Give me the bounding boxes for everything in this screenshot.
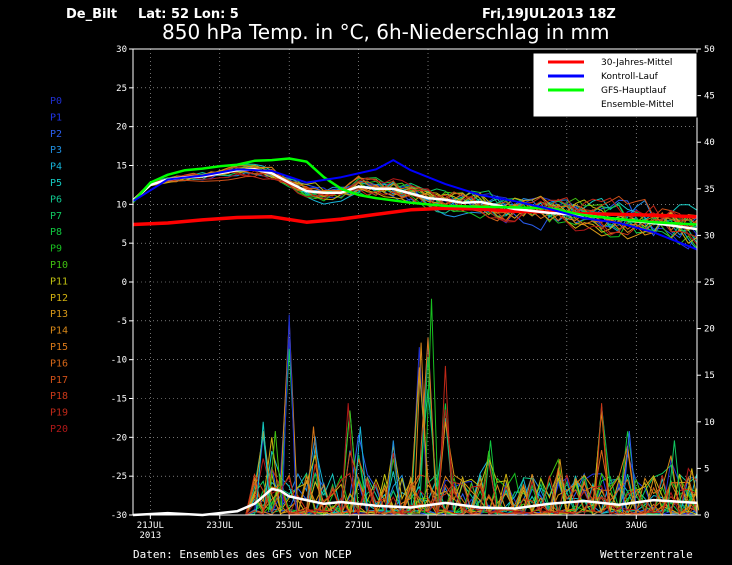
- x-tick-label: 27JUL: [345, 521, 372, 531]
- left-tick-label: -30: [111, 511, 127, 521]
- member-temp-line: [132, 166, 698, 236]
- member-temp-line: [132, 171, 698, 228]
- precip-peak-line: [424, 298, 439, 513]
- series-line: [132, 157, 698, 226]
- precip-peak-line: [352, 426, 368, 513]
- precip-peak-line: [684, 468, 700, 513]
- precip-peak-line: [340, 403, 356, 513]
- x-tick-label: 21JUL: [137, 521, 164, 531]
- station-name: De_Bilt: [66, 7, 117, 22]
- left-tick-label: 15: [116, 162, 127, 172]
- right-tick-label: 50: [704, 45, 715, 55]
- member-label: P9: [50, 244, 62, 255]
- x-tick-label: 25JUL: [276, 521, 303, 531]
- left-tick-label: -25: [111, 472, 127, 482]
- precip-peak-line: [594, 403, 609, 513]
- series-line: [132, 487, 698, 517]
- member-label: P8: [50, 227, 62, 238]
- precip-peak-line: [552, 459, 568, 513]
- data-source: Daten: Ensembles des GFS von NCEP: [133, 548, 352, 561]
- member-label: P20: [50, 424, 68, 435]
- legend-label: Kontroll-Lauf: [601, 72, 659, 82]
- precip-peak-line: [267, 431, 283, 513]
- left-tick-label: -5: [116, 317, 127, 327]
- member-label: P17: [50, 375, 68, 386]
- series-line: [132, 159, 698, 251]
- left-tick-label: -10: [111, 356, 127, 366]
- brand-name: Wetterzentrale: [600, 548, 693, 561]
- right-y-axis: 0 5 10 15 20 25 30 35 40 45 50: [697, 45, 715, 521]
- member-label: P15: [50, 342, 68, 353]
- left-tick-label: -20: [111, 433, 127, 443]
- precip-peak-line: [437, 365, 453, 513]
- x-tick-label: 3AUG: [625, 521, 647, 531]
- legend-label: GFS-Hauptlauf: [601, 86, 667, 96]
- member-label: P11: [50, 276, 68, 287]
- left-y-axis: -30 -25 -20 -15 -10 -5 0 5 10 15 20 25 30: [111, 45, 133, 521]
- member-label: P10: [50, 260, 68, 271]
- x-tick-sublabel: 2013: [140, 531, 162, 541]
- left-tick-label: 10: [116, 200, 127, 210]
- precip-peak-line: [413, 342, 429, 513]
- legend-box: [532, 52, 698, 118]
- member-label: P0: [50, 96, 62, 107]
- precip-peak-line: [255, 421, 271, 513]
- left-tick-label: 20: [116, 123, 127, 133]
- x-tick-label: 23JUL: [206, 521, 233, 531]
- x-tick-label: 29JUL: [414, 521, 441, 531]
- right-tick-label: 15: [704, 371, 715, 381]
- left-tick-label: 25: [116, 84, 127, 94]
- member-label: P12: [50, 293, 68, 304]
- precip-peak-line: [483, 440, 498, 513]
- chart-title: 850 hPa Temp. in °C, 6h-Niederschlag in …: [162, 20, 609, 44]
- left-tick-label: 30: [116, 45, 127, 55]
- series-line: [132, 206, 698, 227]
- member-label: P14: [50, 326, 68, 337]
- member-label: P7: [50, 211, 62, 222]
- member-temp-line: [132, 170, 698, 245]
- member-label: P6: [50, 194, 62, 205]
- precip-peak-line: [306, 426, 321, 513]
- right-tick-label: 0: [704, 511, 709, 521]
- left-tick-label: 0: [122, 278, 127, 288]
- precip-peak-line: [281, 314, 297, 513]
- member-label: P4: [50, 162, 62, 173]
- ensemble-member-list: P0 P1 P2 P3 P4 P5 P6 P7 P8 P9 P10 P11 P12 P13 P14 P15 P1…: [50, 96, 68, 435]
- precip-peak-line: [667, 440, 682, 513]
- member-label: P18: [50, 391, 68, 402]
- left-tick-label: 5: [122, 239, 127, 249]
- run-datetime: Fri,19JUL2013 18Z: [482, 7, 616, 22]
- lat-lon: Lat: 52 Lon: 5: [138, 7, 239, 22]
- right-tick-label: 45: [704, 92, 715, 102]
- right-tick-label: 35: [704, 185, 715, 195]
- member-label: P3: [50, 145, 62, 156]
- member-label: P2: [50, 129, 62, 140]
- plot-series: [132, 157, 700, 517]
- legend: 30-Jahres-Mittel Kontroll-Lauf GFS-Hauptla…: [532, 52, 698, 118]
- right-tick-label: 40: [704, 138, 715, 148]
- right-tick-label: 10: [704, 418, 715, 428]
- right-tick-label: 30: [704, 231, 715, 241]
- legend-label: Ensemble-Mittel: [601, 100, 674, 110]
- legend-label: 30-Jahres-Mittel: [601, 58, 672, 68]
- member-label: P13: [50, 309, 68, 320]
- precip-peak-line: [621, 431, 637, 513]
- legend-items: 30-Jahres-Mittel Kontroll-Lauf GFS-Hauptla…: [548, 58, 674, 110]
- right-tick-label: 25: [704, 278, 715, 288]
- precip-peak-line: [385, 440, 401, 513]
- right-tick-label: 20: [704, 325, 715, 335]
- member-label: P16: [50, 358, 68, 369]
- member-label: P19: [50, 408, 68, 419]
- left-tick-label: -15: [111, 395, 127, 405]
- right-tick-label: 5: [704, 464, 709, 474]
- x-tick-label: 1AUG: [556, 521, 578, 531]
- member-label: P1: [50, 112, 62, 123]
- member-label: P5: [50, 178, 62, 189]
